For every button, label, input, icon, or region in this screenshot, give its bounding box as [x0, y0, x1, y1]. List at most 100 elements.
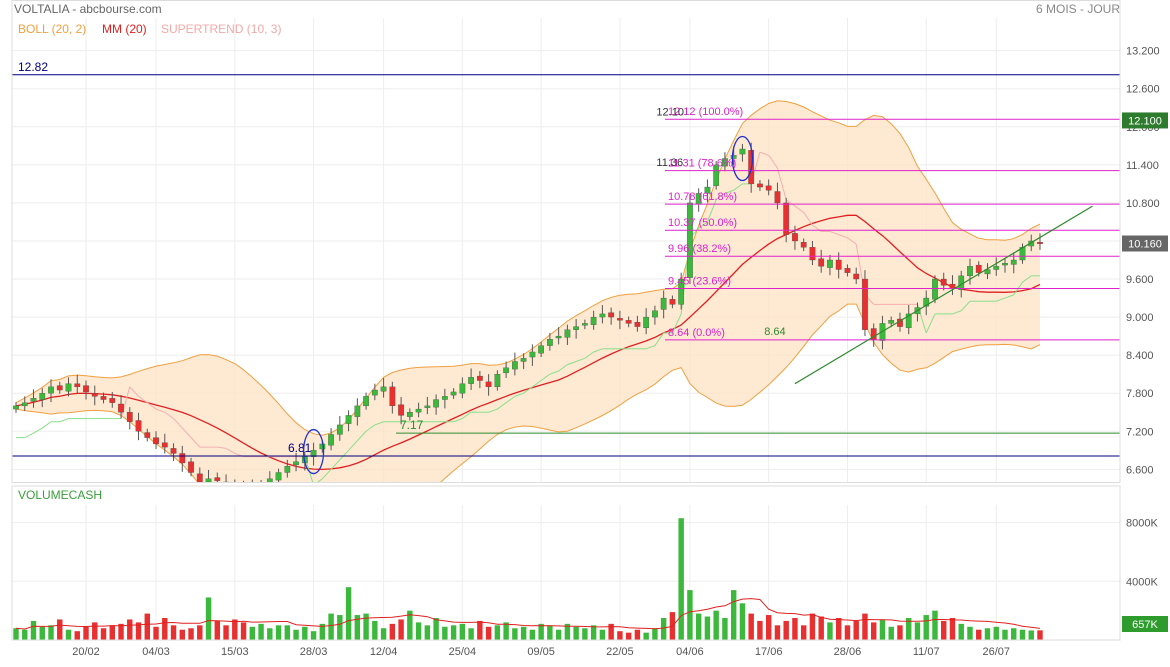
- candle-up: [468, 377, 474, 384]
- candle-up: [380, 386, 387, 392]
- price-axis-tick-label: 7.800: [1126, 388, 1154, 400]
- volume-bar: [39, 626, 45, 640]
- volume-layer: [13, 518, 1043, 640]
- candle-up: [582, 323, 588, 326]
- candle-down: [608, 312, 615, 318]
- candle-down: [118, 403, 124, 413]
- bollinger-upper-line: [15, 100, 1041, 436]
- supertrend-segment: [348, 440, 358, 451]
- supertrend-segment: [321, 468, 332, 480]
- chart-title: VOLTALIA - abcbourse.com: [14, 2, 162, 16]
- volume-bar: [827, 622, 833, 640]
- supertrend-segment: [24, 432, 34, 439]
- candle-up: [643, 316, 650, 329]
- volume-bar: [188, 628, 194, 640]
- supertrend-segment: [129, 386, 139, 397]
- candle-up: [923, 297, 930, 307]
- volume-bar: [1011, 628, 1017, 640]
- volume-bar: [179, 629, 186, 640]
- candle-up: [932, 278, 938, 300]
- volume-bar: [415, 622, 422, 640]
- volume-bar: [993, 626, 999, 640]
- legend-mm[interactable]: MM (20): [102, 22, 147, 36]
- axis-layer: 6.6007.2007.8008.4009.0009.60010.20010.8…: [11, 0, 1168, 658]
- volume-bar: [818, 616, 824, 640]
- supertrend-segment: [768, 155, 778, 169]
- volume-axis-tick-label: 4000K: [1126, 576, 1158, 588]
- legend-supertrend[interactable]: SUPERTREND (10, 3): [161, 22, 281, 36]
- volume-bar: [984, 628, 991, 640]
- supertrend-segment: [803, 212, 813, 226]
- date-axis-tick-label: 22/05: [606, 646, 634, 658]
- volume-bar: [249, 626, 256, 640]
- candle-down: [74, 383, 81, 388]
- volume-bar: [879, 619, 886, 640]
- volume-bar: [941, 620, 947, 640]
- supertrend-segment: [960, 300, 971, 312]
- candle-up: [21, 402, 28, 407]
- date-axis-tick-label: 20/02: [72, 646, 100, 658]
- volume-bar: [625, 632, 632, 640]
- candle-up: [1010, 259, 1017, 265]
- price-tag-box: [1122, 112, 1168, 129]
- candle-down: [669, 299, 676, 305]
- supertrend-segment: [575, 357, 586, 362]
- candle-down: [135, 420, 142, 432]
- supertrend-segment: [217, 446, 227, 449]
- supertrend-segment: [671, 313, 682, 334]
- volume-bar: [547, 625, 553, 640]
- candle-up: [433, 399, 439, 408]
- volume-bar: [888, 626, 894, 640]
- supertrend-segment: [33, 427, 43, 434]
- candle-up: [503, 367, 509, 374]
- candle-up: [538, 345, 544, 354]
- candle-up: [573, 326, 579, 330]
- candle-up: [310, 450, 317, 457]
- supertrend-segment: [356, 430, 367, 442]
- date-axis-tick-label: 04/06: [676, 646, 704, 658]
- volume-bar: [1019, 629, 1026, 640]
- candle-down: [765, 185, 772, 191]
- volume-bar: [284, 625, 291, 640]
- candle-down: [477, 375, 483, 381]
- volume-bar: [608, 623, 614, 640]
- candle-up: [48, 386, 54, 394]
- band-layer: [16, 100, 1040, 482]
- period-label[interactable]: 6 MOIS - JOUR: [1036, 2, 1120, 16]
- supertrend-segment: [339, 449, 349, 461]
- volume-bar: [293, 629, 299, 640]
- candle-up: [494, 374, 501, 388]
- volume-bar: [407, 610, 413, 640]
- supertrend-segment: [164, 411, 174, 419]
- volume-bar: [932, 610, 938, 640]
- legend-boll[interactable]: BOLL (20, 2): [18, 22, 86, 36]
- overlay-layer: [15, 100, 1041, 482]
- candle-down: [800, 242, 807, 248]
- candle-down: [757, 183, 763, 188]
- supertrend-segment: [785, 199, 796, 207]
- supertrend-segment: [462, 411, 472, 419]
- supertrend-segment: [996, 297, 1006, 302]
- volume-bar: [127, 619, 133, 640]
- supertrend-segment: [645, 345, 656, 350]
- supertrend-segment: [59, 418, 69, 423]
- candle-down: [126, 412, 133, 422]
- candle-up: [1002, 263, 1008, 266]
- candle-up: [730, 155, 737, 159]
- supertrend-segment: [593, 348, 603, 353]
- supertrend-segment: [453, 418, 463, 423]
- volume-bar: [757, 620, 763, 640]
- supertrend-segment: [225, 447, 236, 454]
- candle-up: [406, 412, 413, 417]
- volume-bar: [512, 628, 518, 640]
- volume-bar: [687, 590, 693, 640]
- volume-bar: [48, 625, 54, 640]
- volume-panel-frame: [11, 485, 1121, 641]
- volume-bar: [74, 631, 80, 640]
- volume-bar: [258, 623, 264, 640]
- supertrend-segment: [146, 402, 157, 410]
- volume-bar: [555, 629, 562, 640]
- volume-bar: [450, 625, 457, 640]
- fibonacci-level-label: 8.64 (0.0%): [668, 327, 725, 339]
